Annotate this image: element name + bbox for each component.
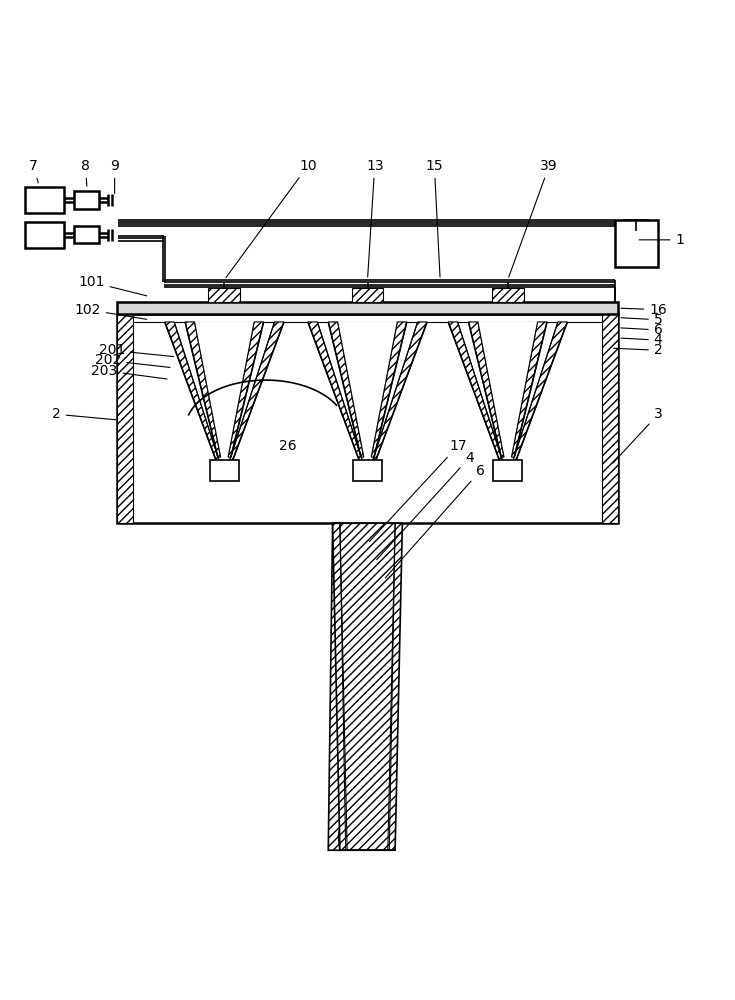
Text: 4: 4: [621, 333, 662, 347]
Bar: [492, 288, 524, 302]
Text: 5: 5: [621, 313, 662, 327]
Polygon shape: [448, 322, 504, 465]
Polygon shape: [228, 322, 284, 465]
Text: 101: 101: [78, 275, 147, 296]
Polygon shape: [468, 322, 504, 457]
Text: 39: 39: [509, 159, 558, 277]
Text: 13: 13: [366, 159, 384, 277]
Bar: [74, 226, 98, 243]
Bar: [493, 460, 523, 481]
Polygon shape: [117, 314, 133, 523]
Bar: [117, 314, 618, 523]
Polygon shape: [333, 523, 402, 850]
Text: 6: 6: [385, 464, 484, 578]
Bar: [24, 222, 65, 248]
Bar: [614, 220, 658, 267]
Text: 2: 2: [52, 407, 116, 421]
Polygon shape: [185, 322, 220, 457]
Polygon shape: [337, 322, 398, 457]
Polygon shape: [329, 523, 341, 850]
Bar: [74, 191, 98, 209]
Text: 16: 16: [621, 303, 667, 317]
Polygon shape: [602, 314, 618, 523]
Bar: [353, 460, 382, 481]
Text: 102: 102: [74, 303, 147, 319]
Text: 203: 203: [91, 364, 167, 379]
Polygon shape: [371, 322, 406, 457]
Text: 26: 26: [279, 439, 296, 453]
Text: 1: 1: [639, 233, 684, 247]
Text: 6: 6: [621, 323, 663, 337]
Text: 2: 2: [614, 343, 662, 357]
Text: 7: 7: [29, 159, 38, 183]
Polygon shape: [371, 322, 427, 465]
Polygon shape: [512, 322, 547, 457]
Text: 8: 8: [81, 159, 90, 186]
Polygon shape: [478, 322, 537, 457]
Polygon shape: [329, 322, 364, 457]
Text: 202: 202: [95, 353, 170, 367]
Text: 10: 10: [226, 159, 317, 278]
Polygon shape: [512, 322, 567, 465]
Polygon shape: [308, 322, 364, 465]
Bar: [208, 288, 240, 302]
Text: 3: 3: [613, 407, 662, 463]
Bar: [24, 187, 65, 213]
Bar: [351, 288, 384, 302]
Text: 17: 17: [370, 439, 467, 542]
Text: 4: 4: [376, 451, 473, 560]
Text: 201: 201: [98, 343, 173, 357]
Polygon shape: [228, 322, 264, 457]
Text: 15: 15: [426, 159, 443, 277]
Bar: [117, 302, 618, 314]
Text: 9: 9: [110, 159, 119, 193]
Polygon shape: [195, 322, 254, 457]
Polygon shape: [165, 322, 220, 465]
Bar: [209, 460, 239, 481]
